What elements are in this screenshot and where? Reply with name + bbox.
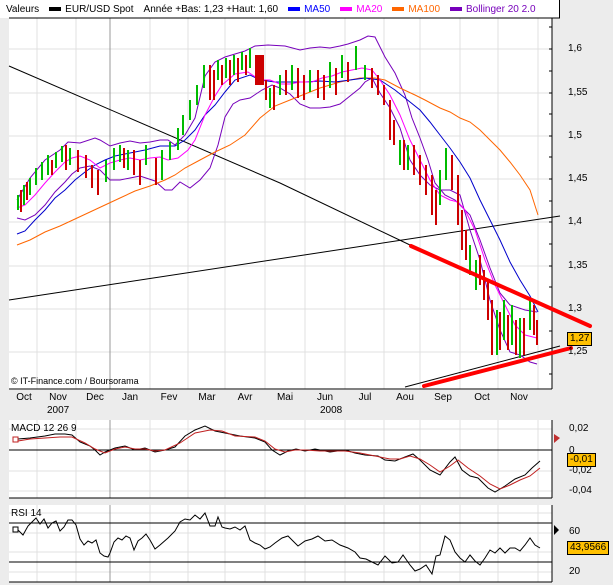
month-label: Jan <box>121 392 139 403</box>
chart-legend: Valeurs EUR/USD Spot Année +Bas: 1,23 +H… <box>0 0 560 18</box>
bollinger-upper <box>16 35 538 313</box>
macd-current-tag: -0,01 <box>567 453 596 467</box>
month-label: Oct <box>16 392 32 403</box>
price-tick: 1,4 <box>568 216 582 227</box>
price-tick: 1,5 <box>568 130 582 141</box>
month-label: Jul <box>358 392 372 403</box>
month-label: Mar <box>198 392 216 403</box>
price-tick: 1,6 <box>568 43 582 54</box>
support-trendline[interactable] <box>422 346 573 388</box>
series-swatch-icon <box>49 7 62 11</box>
legend-title: Valeurs <box>6 3 40 15</box>
legend-series: EUR/USD Spot <box>49 4 134 15</box>
macd-marker-icon <box>12 436 19 443</box>
rsi-title: RSI 14 <box>11 508 42 519</box>
rsi-line <box>17 512 541 576</box>
price-tick: 1,25 <box>568 346 588 357</box>
legend-ma100: MA100 <box>392 4 440 15</box>
rsi-current-tag: 43,9566 <box>567 541 610 555</box>
legend-ma50: MA50 <box>288 4 330 15</box>
ma100-swatch-icon <box>392 7 405 11</box>
ma20-line <box>16 67 538 339</box>
rsi-arrow-icon <box>554 525 559 535</box>
macd-line <box>17 425 541 493</box>
macd-tick: 0,02 <box>569 423 589 434</box>
price-tick: 1,35 <box>568 260 588 271</box>
rsi-tick: 20 <box>569 566 581 577</box>
support-base-line <box>404 345 561 388</box>
month-label: Avr <box>237 392 253 403</box>
legend-range: Année +Bas: 1,23 +Haut: 1,60 <box>143 3 279 15</box>
bollinger-swatch-icon <box>450 7 463 11</box>
rsi-marker-icon <box>12 526 19 533</box>
year-label: 2008 <box>320 405 343 416</box>
bollinger-lower <box>16 77 538 365</box>
month-label: Dec <box>86 392 104 403</box>
ma50-line <box>16 74 539 313</box>
macd-signal-line <box>17 429 541 490</box>
month-label: Fev <box>160 392 178 403</box>
macd-tick: 0 <box>569 445 575 456</box>
resistance-trendline[interactable] <box>409 244 592 328</box>
price-grid <box>9 18 552 389</box>
month-label: Nov <box>510 392 528 403</box>
long-downtrend-line[interactable] <box>8 65 411 246</box>
month-label: Mai <box>276 392 294 403</box>
long-uptrend-line[interactable] <box>8 215 561 301</box>
price-tick: 1,3 <box>568 303 582 314</box>
legend-bollinger: Bollinger 20 2.0 <box>450 4 536 15</box>
month-label: Nov <box>49 392 67 403</box>
legend-ma20: MA20 <box>340 4 382 15</box>
ma50-swatch-icon <box>288 7 301 11</box>
rsi-tick: 60 <box>569 526 581 537</box>
macd-tick: -0,04 <box>569 485 592 496</box>
macd-tick: -0,02 <box>569 465 592 476</box>
month-label: Oct <box>474 392 490 403</box>
candles <box>17 46 538 358</box>
macd-title: MACD 12 26 9 <box>11 423 77 434</box>
month-label: Aou <box>396 392 414 403</box>
year-label: 2007 <box>47 405 70 416</box>
month-label: Sep <box>434 392 452 403</box>
price-tick: 1,45 <box>568 173 588 184</box>
macd-grid <box>9 420 552 498</box>
copyright: © IT-Finance.com / Boursorama <box>11 376 139 386</box>
month-label: Jun <box>316 392 334 403</box>
ma20-swatch-icon <box>340 7 353 11</box>
current-price-tag: 1,27 <box>567 332 593 346</box>
macd-arrow-icon <box>554 434 560 443</box>
price-tick: 1,55 <box>568 87 588 98</box>
